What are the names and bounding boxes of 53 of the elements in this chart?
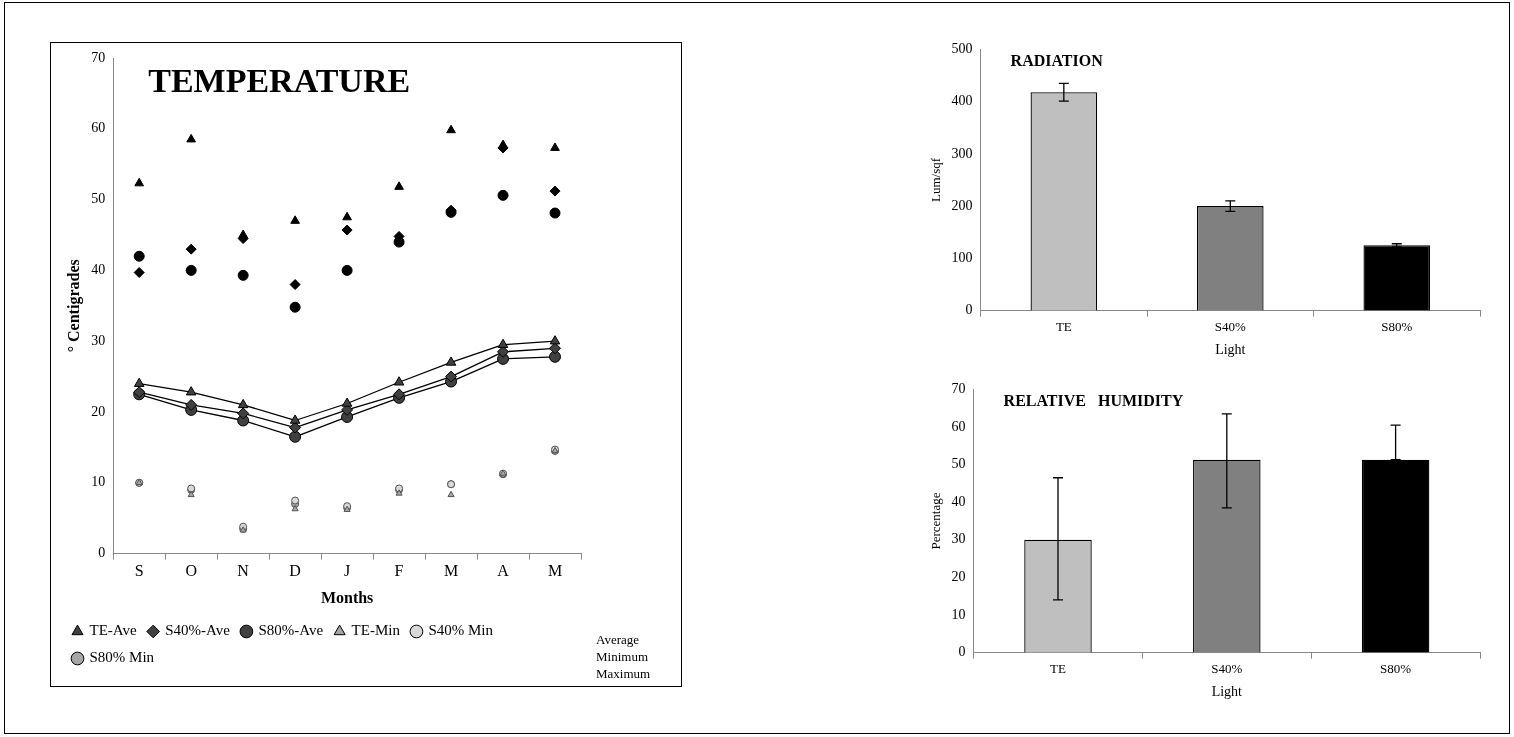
legend-label: S40%-Ave [165,622,231,639]
legend-label: S80%-Ave [258,622,324,639]
y-tick-label: 60 [91,120,106,136]
x-tick-label: S40% [1214,318,1246,334]
y-tick-label: 0 [98,545,106,561]
y-tick-label: 30 [951,531,966,547]
x-axis-title: Light [1211,684,1243,700]
y-tick-label: 0 [965,302,973,318]
y-axis-title: Lum/sqf [928,157,944,203]
x-tick-label: TE [1055,318,1072,334]
x-tick-label: S [134,562,144,580]
y-tick-label: 300 [951,145,973,161]
y-tick-label: 500 [951,41,973,57]
y-tick-label: 10 [91,474,106,490]
y-tick-label: 10 [951,606,966,622]
y-tick-label: 20 [951,569,966,585]
chart-title: RADIATION [1010,51,1104,69]
y-tick-label: 40 [91,262,106,278]
chart-title: RELATIVE HUMIDITY [1003,391,1184,409]
x-tick-label: A [497,562,510,580]
y-tick-label: 30 [91,332,106,348]
x-tick-label: N [237,562,250,580]
y-tick-label: 40 [951,493,966,509]
legend-label: TE-Min [351,622,401,639]
x-tick-label: F [394,562,404,580]
y-tick-label: 50 [91,191,106,207]
y-tick-label: 200 [951,197,973,213]
x-axis-title: Months [320,588,374,606]
y-tick-label: 70 [951,381,966,397]
x-tick-label: S40% [1211,660,1243,676]
x-tick-label: M [547,562,563,580]
x-tick-label: S80% [1380,660,1412,676]
x-tick-label: J [343,562,351,580]
legend-label: S80% Min [89,649,155,666]
x-tick-label: TE [1050,660,1066,676]
legend-label: TE-Ave [89,622,138,639]
y-tick-label: 70 [91,49,106,65]
legend-label: S40% Min [428,622,494,639]
x-tick-label: D [289,562,301,580]
y-tick-label: 50 [951,456,966,472]
y-tick-label: 0 [958,644,966,660]
y-tick-label: 60 [951,418,966,434]
chart-title: TEMPERATURE [148,61,411,99]
x-tick-label: O [185,562,197,580]
x-tick-label: S80% [1381,318,1413,334]
y-tick-label: 400 [951,93,973,109]
y-tick-label: 100 [951,250,973,266]
x-axis-title: Light [1215,342,1246,358]
y-axis-title: ° Centigrades [64,259,83,353]
y-axis-title: Percentage [928,492,944,550]
text: Average Minimum Maximum [596,631,651,682]
x-tick-label: M [443,562,459,580]
y-tick-label: 20 [91,403,106,419]
